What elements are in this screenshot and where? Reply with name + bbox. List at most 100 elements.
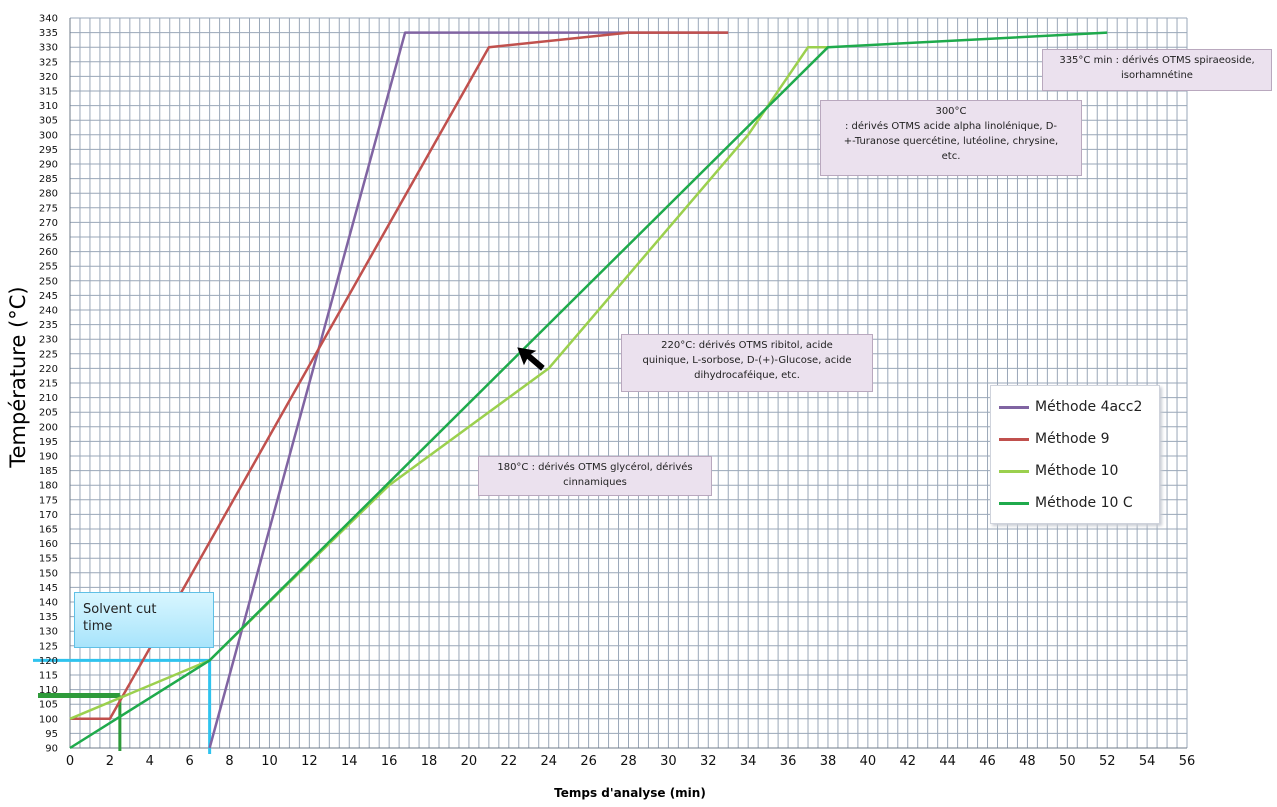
annotation-335-line1: 335°C min : dérivés OTMS spiraeoside,: [1059, 55, 1255, 66]
annotation-335: 335°C min : dérivés OTMS spiraeoside, is…: [1042, 49, 1272, 91]
y-tick-label: 225: [39, 349, 58, 360]
y-tick-label: 335: [39, 28, 58, 39]
annotation-220: 220°C: dérivés OTMS ribitol, acide quini…: [621, 334, 873, 392]
y-tick-label: 145: [39, 583, 58, 594]
x-tick-label: 20: [461, 754, 478, 769]
legend-item-9: Méthode 9: [999, 430, 1109, 448]
x-tick-label: 46: [979, 754, 996, 769]
x-tick-label: 52: [1099, 754, 1116, 769]
x-tick-label: 6: [186, 754, 194, 769]
annotation-300-line4: etc.: [941, 151, 961, 162]
x-tick-label: 16: [381, 754, 398, 769]
y-tick-label: 315: [39, 87, 58, 98]
tick-labels: 0 2 4 6 8 10 12 14 16 18 20 22 24 26 28 30 32 34 36 38 40 42 4…: [39, 14, 1195, 770]
y-tick-label: 120: [39, 656, 58, 667]
x-tick-label: 34: [740, 754, 757, 769]
y-tick-label: 245: [39, 291, 58, 302]
y-tick-label: 130: [39, 627, 58, 638]
x-tick-label: 18: [421, 754, 438, 769]
solvent-cut-time-box: Solvent cut time: [74, 592, 214, 648]
legend-item-10: Méthode 10: [999, 462, 1118, 480]
y-tick-label: 220: [39, 364, 58, 375]
y-tick-label: 135: [39, 612, 58, 623]
y-tick-label: 90: [45, 744, 58, 755]
y-tick-label: 325: [39, 57, 58, 68]
x-tick-label: 38: [820, 754, 837, 769]
solvent-line1: Solvent cut: [83, 602, 157, 617]
annotation-220-line1: 220°C: dérivés OTMS ribitol, acide: [661, 340, 833, 351]
solvent-line2: time: [83, 619, 113, 634]
pointer-arrow: [517, 347, 545, 371]
y-tick-label: 200: [39, 422, 58, 433]
y-tick-label: 250: [39, 276, 58, 287]
y-tick-label: 190: [39, 452, 58, 463]
y-tick-label: 205: [39, 408, 58, 419]
y-tick-label: 300: [39, 130, 58, 141]
legend-swatch: [999, 469, 1029, 473]
series-line-3: [69, 31, 1108, 750]
x-tick-label: 36: [780, 754, 797, 769]
y-tick-label: 95: [45, 729, 58, 740]
x-axis-label: Temps d'analyse (min): [554, 786, 706, 800]
annotation-335-line2: isorhamnétine: [1121, 70, 1193, 81]
legend-swatch: [999, 405, 1029, 409]
y-tick-label: 260: [39, 247, 58, 258]
x-tick-label: 10: [261, 754, 278, 769]
x-tick-label: 56: [1179, 754, 1196, 769]
annotation-300-line3: +-Turanose quercétine, lutéoline, chrysi…: [843, 136, 1059, 147]
y-tick-label: 170: [39, 510, 58, 521]
x-tick-label: 42: [899, 754, 916, 769]
y-tick-label: 265: [39, 233, 58, 244]
y-tick-label: 230: [39, 335, 58, 346]
x-tick-label: 24: [540, 754, 557, 769]
y-tick-label: 285: [39, 174, 58, 185]
series-line-1: [70, 31, 729, 721]
legend-label: Méthode 10 C: [1035, 495, 1133, 511]
y-tick-label: 275: [39, 203, 58, 214]
y-tick-label: 110: [39, 685, 58, 696]
y-tick-label: 165: [39, 525, 58, 536]
y-tick-label: 270: [39, 218, 58, 229]
y-tick-label: 280: [39, 189, 58, 200]
y-tick-label: 310: [39, 101, 58, 112]
y-tick-label: 140: [39, 598, 58, 609]
y-tick-label: 180: [39, 481, 58, 492]
y-tick-label: 150: [39, 568, 58, 579]
x-tick-label: 30: [660, 754, 677, 769]
legend-swatch: [999, 437, 1029, 441]
y-tick-label: 255: [39, 262, 58, 273]
y-tick-label: 105: [39, 700, 58, 711]
x-tick-label: 14: [341, 754, 358, 769]
x-tick-label: 28: [620, 754, 637, 769]
x-tick-label: 48: [1019, 754, 1036, 769]
series-lines: [69, 31, 1108, 750]
annotation-220-line2: quinique, L-sorbose, D-(+)-Glucose, acid…: [642, 355, 852, 366]
y-tick-label: 305: [39, 116, 58, 127]
x-tick-label: 8: [225, 754, 233, 769]
annotation-220-line3: dihydrocaféique, etc.: [694, 370, 800, 381]
y-axis-label: Température (°C): [6, 286, 30, 468]
x-tick-label: 0: [66, 754, 74, 769]
y-tick-label: 210: [39, 393, 58, 404]
annotation-300: 300°C : dérivés OTMS acide alpha linolén…: [820, 100, 1082, 176]
y-tick-label: 320: [39, 72, 58, 83]
axes: [69, 18, 1187, 749]
y-tick-label: 340: [39, 14, 58, 25]
x-tick-label: 40: [860, 754, 877, 769]
x-tick-label: 2: [106, 754, 114, 769]
y-tick-label: 185: [39, 466, 58, 477]
y-tick-label: 295: [39, 145, 58, 156]
y-tick-label: 125: [39, 641, 58, 652]
legend: Méthode 4acc2 Méthode 9 Méthode 10 Métho…: [990, 385, 1160, 524]
x-tick-label: 54: [1139, 754, 1156, 769]
annotation-180: 180°C : dérivés OTMS glycérol, dérivés c…: [478, 456, 712, 496]
y-tick-label: 215: [39, 379, 58, 390]
y-tick-label: 160: [39, 539, 58, 550]
legend-label: Méthode 9: [1035, 431, 1110, 447]
annotation-180-line1: 180°C : dérivés OTMS glycérol, dérivés: [497, 462, 693, 473]
arrow-icon: [517, 347, 545, 371]
y-tick-label: 175: [39, 495, 58, 506]
x-tick-label: 32: [700, 754, 717, 769]
legend-label: Méthode 4acc2: [1035, 399, 1143, 415]
x-tick-label: 50: [1059, 754, 1076, 769]
